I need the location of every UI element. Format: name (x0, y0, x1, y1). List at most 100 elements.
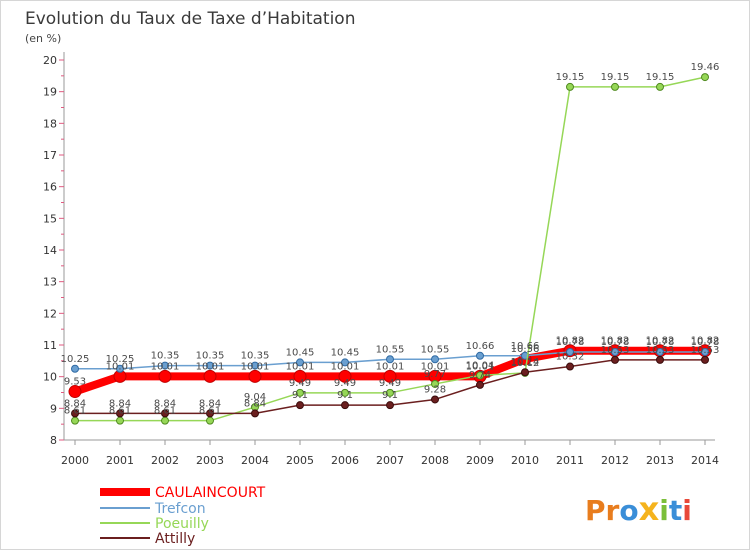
chart-title: Evolution du Taux de Taxe d’Habitation (25, 9, 355, 29)
proxiti-logo: Proxiti (585, 490, 692, 528)
data-label-poeuilly-2012: 19.15 (601, 72, 630, 83)
y-tick-label: 15 (43, 212, 57, 225)
data-label-poeuilly-2000: 8.61 (64, 406, 86, 417)
legend-label: Trefcon (154, 501, 206, 517)
point-poeuilly-2001 (116, 416, 124, 425)
logo-letter: i (659, 494, 669, 527)
data-label-poeuilly-2007: 9.49 (379, 378, 401, 389)
data-label-caulaincourt-2002: 10.01 (151, 361, 180, 372)
data-label-trefcon-2005: 10.45 (286, 347, 315, 358)
point-attilly-2010 (521, 368, 529, 377)
x-tick-label: 2002 (151, 454, 179, 467)
point-trefcon-2012 (611, 347, 619, 356)
data-label-caulaincourt-2012: 10.82 (601, 336, 630, 347)
chart-series (68, 73, 712, 425)
point-attilly-2013 (656, 355, 664, 364)
data-label-poeuilly-2011: 19.15 (556, 72, 585, 83)
point-caulaincourt-2006 (338, 369, 352, 383)
legend-label: Poeuilly (155, 516, 209, 532)
point-poeuilly-2003 (206, 416, 214, 425)
point-attilly-2011 (566, 362, 574, 371)
y-tick-label: 16 (43, 181, 57, 194)
logo-letter: x (639, 490, 660, 528)
y-tick-label: 17 (43, 149, 57, 162)
data-label-trefcon-2008: 10.55 (421, 344, 450, 355)
point-attilly-2009 (476, 380, 484, 389)
data-label-attilly-2006: 9.1 (337, 390, 353, 401)
data-label-caulaincourt-2001: 10.01 (106, 361, 135, 372)
point-caulaincourt-2000 (68, 385, 82, 399)
data-label-poeuilly-2001: 8.61 (109, 406, 131, 417)
point-poeuilly-2008 (431, 379, 439, 388)
data-label-caulaincourt-2004: 10.01 (241, 361, 270, 372)
point-trefcon-2005 (296, 358, 304, 367)
chart-axes: 8 9 10 11 12 13 14 15 16 17 18 19 20 2000 2001 2002 2003… (43, 52, 719, 467)
point-trefcon-2008 (431, 355, 439, 364)
y-tick-label: 8 (50, 434, 57, 447)
point-caulaincourt-2002 (158, 369, 172, 383)
point-trefcon-2014 (701, 347, 709, 356)
x-tick-label: 2008 (421, 454, 449, 467)
data-label-attilly-2010: 10.14 (511, 357, 540, 368)
y-tick-label: 9 (50, 402, 57, 415)
logo-letter: i (682, 494, 692, 527)
x-tick-label: 2001 (106, 454, 134, 467)
data-label-trefcon-2010: 10.66 (511, 341, 540, 352)
point-caulaincourt-2004 (248, 369, 262, 383)
legend-item-trefcon: Trefcon (100, 501, 206, 517)
y-tick-label: 20 (43, 54, 57, 67)
data-label-caulaincourt-2007: 10.01 (376, 361, 405, 372)
data-label-trefcon-2011: 10.78 (556, 337, 585, 348)
point-poeuilly-2005 (296, 388, 304, 397)
logo-letter: P (585, 494, 606, 527)
x-tick-label: 2007 (376, 454, 404, 467)
data-label-caulaincourt-2003: 10.01 (196, 361, 225, 372)
data-label-trefcon-2001: 10.25 (106, 354, 135, 365)
data-label-caulaincourt-2006: 10.01 (331, 361, 360, 372)
point-poeuilly-2007 (386, 388, 394, 397)
data-label-attilly-2011: 10.32 (556, 352, 585, 363)
data-label-attilly-2009: 9.74 (469, 370, 491, 381)
x-tick-label: 2014 (691, 454, 719, 467)
x-tick-label: 2006 (331, 454, 359, 467)
point-poeuilly-2014 (701, 73, 709, 82)
data-label-trefcon-2009: 10.66 (466, 341, 495, 352)
data-label-attilly-2007: 9.1 (382, 390, 398, 401)
legend-item-poeuilly: Poeuilly (100, 516, 209, 532)
logo-letter: r (606, 494, 620, 527)
point-trefcon-2007 (386, 355, 394, 364)
point-attilly-2005 (296, 401, 304, 410)
data-label-caulaincourt-2011: 10.82 (556, 336, 585, 347)
series-trefcon (71, 347, 709, 373)
point-attilly-2007 (386, 401, 394, 410)
legend-item-caulaincourt: CAULAINCOURT (100, 485, 266, 501)
point-poeuilly-2006 (341, 388, 349, 397)
point-trefcon-2011 (566, 347, 574, 356)
data-label-attilly-2003: 8.84 (199, 398, 221, 409)
data-label-caulaincourt-2013: 10.82 (646, 336, 675, 347)
y-tick-label: 13 (43, 276, 57, 289)
point-attilly-2012 (611, 355, 619, 364)
point-poeuilly-2000 (71, 416, 79, 425)
y-unit-label: (en %) (25, 32, 61, 45)
data-label-caulaincourt-2008: 10.01 (421, 361, 450, 372)
data-label-poeuilly-2002: 8.61 (154, 406, 176, 417)
data-label-poeuilly-2005: 9.49 (289, 378, 311, 389)
point-attilly-2014 (701, 355, 709, 364)
point-attilly-2002 (161, 409, 169, 418)
data-label-trefcon-2006: 10.45 (331, 347, 360, 358)
point-attilly-2006 (341, 401, 349, 410)
point-trefcon-2003 (206, 361, 214, 370)
data-label-trefcon-2003: 10.35 (196, 351, 225, 362)
x-tick-label: 2005 (286, 454, 314, 467)
point-attilly-2000 (71, 409, 79, 418)
point-poeuilly-2013 (656, 82, 664, 91)
point-caulaincourt-2007 (383, 369, 397, 383)
data-label-attilly-2012: 10.53 (601, 345, 630, 356)
point-attilly-2003 (206, 409, 214, 418)
data-label-attilly-2013: 10.53 (646, 345, 675, 356)
y-tick-label: 10 (43, 371, 57, 384)
legend-label: CAULAINCOURT (155, 485, 266, 501)
